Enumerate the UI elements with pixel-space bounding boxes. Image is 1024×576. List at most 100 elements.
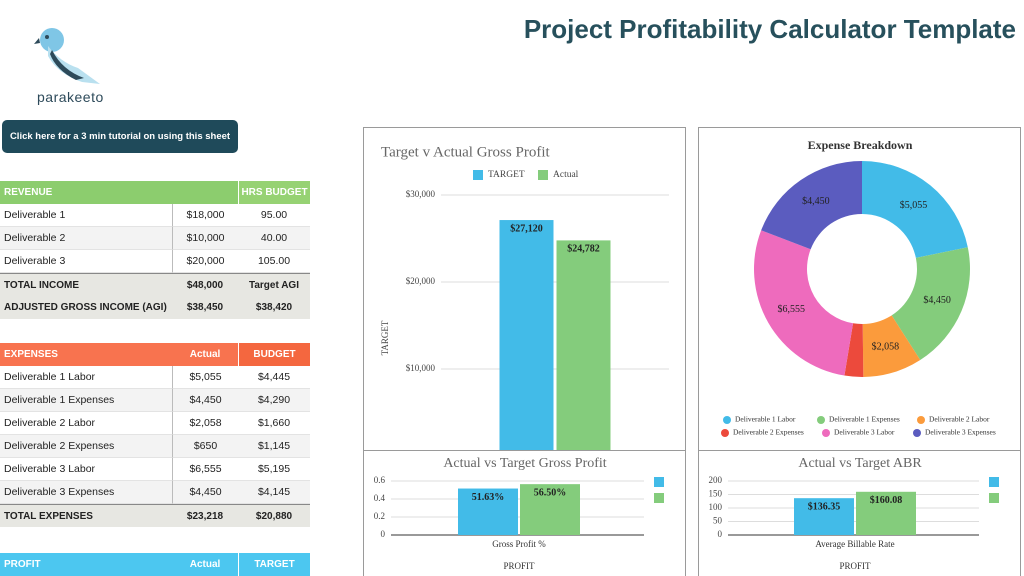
legend-label: TARGET bbox=[488, 170, 525, 180]
table-cell: Deliverable 2 Expenses bbox=[0, 435, 172, 458]
table-cell: Deliverable 3 bbox=[0, 250, 172, 273]
legend-swatch bbox=[538, 170, 548, 180]
legend-label: Deliverable 3 Labor bbox=[834, 428, 895, 437]
table-cell: $20,000 bbox=[172, 250, 238, 273]
chart-title: Actual vs Target ABR bbox=[798, 456, 922, 471]
table-cell: Deliverable 3 Labor bbox=[0, 458, 172, 481]
total-cell: $23,218 bbox=[172, 504, 238, 527]
table-cell: 40.00 bbox=[238, 227, 310, 250]
chart: Actual vs Target Gross Profit 0 0.2 0.4 0.6 5… bbox=[374, 456, 664, 571]
x-tick-label: Gross Profit % bbox=[492, 539, 546, 549]
bar bbox=[499, 220, 554, 450]
x-axis-label: PROFIT bbox=[839, 561, 871, 571]
tables: REVENUE HRS BUDGET Deliverable 1 $18,000 95.… bbox=[0, 0, 310, 576]
value-label: $4,450 bbox=[923, 295, 951, 306]
table-cell: $650 bbox=[172, 435, 238, 458]
y-tick-label: 50 bbox=[713, 516, 723, 526]
tutorial-button[interactable]: Click here for a 3 min tutorial on using… bbox=[2, 120, 238, 153]
chart-title: Expense Breakdown bbox=[808, 138, 913, 152]
logo-bird bbox=[34, 28, 100, 84]
total-cell: $38,450 bbox=[172, 296, 238, 319]
value-label: $24,782 bbox=[567, 244, 600, 255]
value-label: $6,555 bbox=[778, 304, 806, 315]
legend-label: Actual bbox=[553, 170, 579, 180]
y-axis-label: TARGET bbox=[380, 320, 390, 355]
legend-swatch bbox=[654, 493, 664, 503]
table-cell: $5,195 bbox=[238, 458, 310, 481]
table-header-cell: PROFIT bbox=[0, 553, 172, 576]
y-tick-label: 0.2 bbox=[374, 511, 385, 521]
value-label: $160.08 bbox=[870, 495, 903, 506]
table-cell: $10,000 bbox=[172, 227, 238, 250]
value-label: $27,120 bbox=[510, 223, 543, 234]
legend-swatch bbox=[989, 493, 999, 503]
value-label: $4,450 bbox=[802, 196, 830, 207]
legend-marker bbox=[817, 416, 825, 424]
y-tick-label: $20,000 bbox=[406, 276, 436, 286]
table-header-cell: REVENUE bbox=[0, 181, 172, 204]
logo-text: parakeeto bbox=[37, 89, 104, 105]
table-cell: Deliverable 2 Labor bbox=[0, 412, 172, 435]
table-cell: $4,145 bbox=[238, 481, 310, 504]
total-cell: TOTAL INCOME bbox=[0, 273, 172, 296]
table-cell: $4,290 bbox=[238, 389, 310, 412]
chart-title: Target v Actual Gross Profit bbox=[381, 144, 550, 160]
chart-panel: Actual vs Target Gross Profit 0 0.2 0.4 0.6 5… bbox=[363, 450, 686, 576]
y-tick-label: 200 bbox=[709, 475, 723, 485]
table-header-cell: HRS BUDGET bbox=[238, 181, 310, 204]
table-cell: $18,000 bbox=[172, 204, 238, 227]
chart-panel: Target v Actual Gross Profit $10,000 $20,0… bbox=[363, 127, 686, 451]
total-cell: $38,420 bbox=[238, 296, 310, 319]
legend-marker bbox=[913, 429, 921, 437]
table-cell: $1,660 bbox=[238, 412, 310, 435]
donut-slice bbox=[862, 161, 968, 258]
y-tick-label: 150 bbox=[709, 489, 723, 499]
table-cell: $2,058 bbox=[172, 412, 238, 435]
donut-slice bbox=[761, 161, 862, 250]
donut-slice bbox=[754, 230, 854, 376]
legend-label: Deliverable 1 Expenses bbox=[829, 415, 900, 424]
y-tick-label: 0 bbox=[718, 529, 723, 539]
total-cell: Target AGI bbox=[238, 273, 310, 296]
value-label: 56.50% bbox=[534, 487, 567, 498]
table-cell: $1,145 bbox=[238, 435, 310, 458]
y-tick-label: 100 bbox=[709, 502, 723, 512]
value-label: $136.35 bbox=[808, 501, 841, 512]
table-header-cell: Actual bbox=[172, 553, 238, 576]
chart: Expense Breakdown $5,055 $4,450 $2,058 $6,55… bbox=[721, 138, 996, 437]
table-header-cell bbox=[172, 181, 238, 204]
table-header-cell: Actual bbox=[172, 343, 238, 366]
y-tick-label: 0.6 bbox=[374, 475, 386, 485]
legend-marker bbox=[822, 429, 830, 437]
x-axis-label: PROFIT bbox=[503, 561, 535, 571]
legend-swatch bbox=[989, 477, 999, 487]
table-cell: $4,445 bbox=[238, 366, 310, 389]
table-cell: $5,055 bbox=[172, 366, 238, 389]
y-tick-label: $10,000 bbox=[406, 363, 436, 373]
chart-panel: Actual vs Target ABR 0 50 100 150 200 $136.35 $… bbox=[698, 450, 1021, 576]
table-header-cell: EXPENSES bbox=[0, 343, 172, 366]
table-header-cell: BUDGET bbox=[238, 343, 310, 366]
total-cell: TOTAL EXPENSES bbox=[0, 504, 172, 527]
value-label: $2,058 bbox=[872, 341, 900, 352]
bar bbox=[794, 498, 854, 535]
value-label: 51.63% bbox=[472, 492, 505, 503]
donut-slice bbox=[891, 247, 970, 360]
y-tick-label: 0.4 bbox=[374, 493, 386, 503]
table-cell: 95.00 bbox=[238, 204, 310, 227]
x-tick-label: Average Billable Rate bbox=[815, 539, 894, 549]
chart-title: Actual vs Target Gross Profit bbox=[443, 456, 606, 471]
page-title: Project Profitability Calculator Templat… bbox=[523, 14, 1016, 44]
table-cell: Deliverable 2 bbox=[0, 227, 172, 250]
bar bbox=[856, 491, 916, 535]
table-cell: Deliverable 1 Labor bbox=[0, 366, 172, 389]
table-cell: Deliverable 3 Expenses bbox=[0, 481, 172, 504]
bar bbox=[556, 240, 611, 450]
total-cell: ADJUSTED GROSS INCOME (AGI) bbox=[0, 296, 172, 319]
table-cell: $4,450 bbox=[172, 481, 238, 504]
table-cell: 105.00 bbox=[238, 250, 310, 273]
table-cell: Deliverable 1 bbox=[0, 204, 172, 227]
legend-label: Deliverable 1 Labor bbox=[735, 415, 796, 424]
chart: Actual vs Target ABR 0 50 100 150 200 $136.35 $… bbox=[709, 456, 999, 571]
